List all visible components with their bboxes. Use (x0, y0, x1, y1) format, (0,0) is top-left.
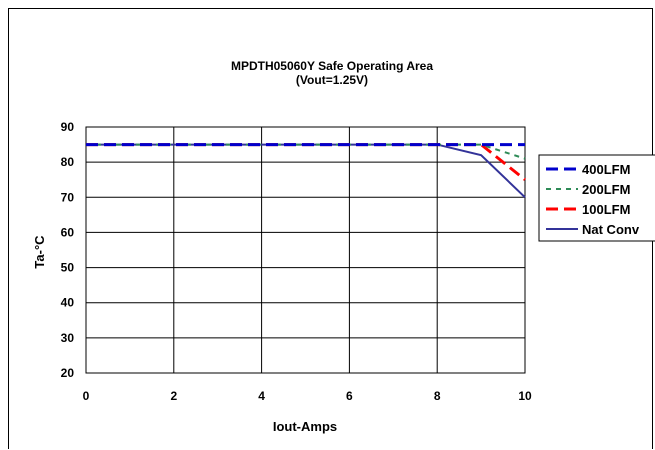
x-tick-label: 2 (170, 389, 177, 403)
x-axis-ticks: 0 2 4 6 8 10 (83, 389, 532, 403)
x-tick-label: 0 (83, 389, 90, 403)
chart-subtitle: (Vout=1.25V) (296, 73, 368, 87)
legend-label: 400LFM (582, 162, 630, 177)
x-tick-label: 6 (346, 389, 353, 403)
chart-title: MPDTH05060Y Safe Operating Area (231, 59, 433, 73)
y-axis-ticks: 20 30 40 50 60 70 80 90 (61, 120, 75, 380)
series-line-100lfm (86, 143, 526, 181)
y-tick-label: 70 (61, 190, 75, 204)
series-line-nat-conv (86, 143, 526, 199)
series-lines (86, 143, 526, 199)
legend-label: 100LFM (582, 202, 630, 217)
y-tick-label: 80 (61, 155, 75, 169)
legend: 400LFM 200LFM 100LFM Nat Conv (538, 154, 655, 242)
y-tick-label: 40 (61, 296, 75, 310)
y-tick-label: 20 (61, 366, 75, 380)
series-line-200lfm (86, 143, 526, 160)
legend-label: 200LFM (582, 182, 630, 197)
x-tick-label: 4 (258, 389, 265, 403)
legend-label: Nat Conv (582, 222, 640, 237)
y-axis-label: Ta-°C (32, 235, 47, 269)
plot-area (85, 126, 526, 374)
x-tick-label: 8 (434, 389, 441, 403)
x-axis-label: Iout-Amps (273, 419, 337, 434)
grid (86, 127, 525, 373)
y-tick-label: 90 (61, 120, 75, 134)
y-tick-label: 30 (61, 331, 75, 345)
x-tick-label: 10 (518, 389, 532, 403)
legend-box (538, 154, 655, 242)
y-tick-label: 50 (61, 261, 75, 275)
y-tick-label: 60 (61, 225, 75, 239)
